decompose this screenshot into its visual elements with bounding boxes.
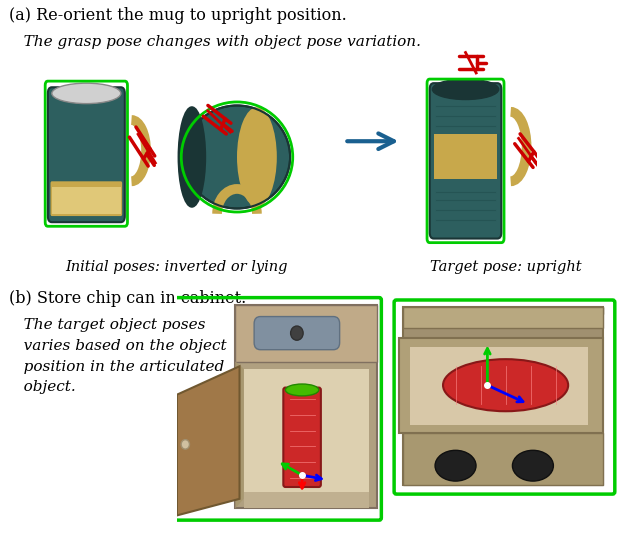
Text: (b) Store chip can in cabinet.: (b) Store chip can in cabinet. [9, 291, 246, 307]
FancyBboxPatch shape [254, 316, 339, 350]
FancyBboxPatch shape [51, 181, 122, 216]
FancyBboxPatch shape [235, 305, 377, 362]
Ellipse shape [443, 359, 568, 411]
FancyBboxPatch shape [283, 387, 321, 487]
Text: or: or [234, 133, 252, 150]
Ellipse shape [291, 326, 303, 340]
Ellipse shape [52, 83, 121, 104]
Ellipse shape [181, 440, 190, 449]
FancyBboxPatch shape [403, 433, 604, 485]
Ellipse shape [179, 107, 205, 207]
Ellipse shape [184, 105, 290, 208]
Polygon shape [235, 362, 244, 508]
Ellipse shape [513, 450, 554, 481]
FancyBboxPatch shape [430, 83, 501, 238]
Ellipse shape [435, 450, 476, 481]
Text: The target object poses
   varies based on the object
   position in the articul: The target object poses varies based on … [9, 318, 227, 394]
Text: Initial poses: inverted or lying: Initial poses: inverted or lying [66, 260, 288, 274]
FancyBboxPatch shape [403, 307, 604, 485]
FancyBboxPatch shape [434, 134, 497, 179]
Ellipse shape [286, 384, 319, 396]
FancyBboxPatch shape [48, 87, 125, 222]
FancyBboxPatch shape [235, 305, 377, 508]
Ellipse shape [432, 79, 499, 100]
FancyBboxPatch shape [399, 338, 604, 433]
Text: The grasp pose changes with object pose variation.: The grasp pose changes with object pose … [9, 36, 422, 49]
Text: (a) Re-orient the mug to upright position.: (a) Re-orient the mug to upright positio… [9, 7, 347, 24]
FancyBboxPatch shape [403, 307, 604, 328]
FancyBboxPatch shape [52, 187, 121, 214]
Polygon shape [403, 307, 604, 314]
FancyBboxPatch shape [244, 369, 369, 499]
FancyBboxPatch shape [410, 348, 588, 426]
Ellipse shape [237, 107, 277, 207]
Text: Target pose: upright: Target pose: upright [430, 260, 581, 274]
FancyBboxPatch shape [244, 492, 369, 508]
Polygon shape [177, 366, 240, 515]
